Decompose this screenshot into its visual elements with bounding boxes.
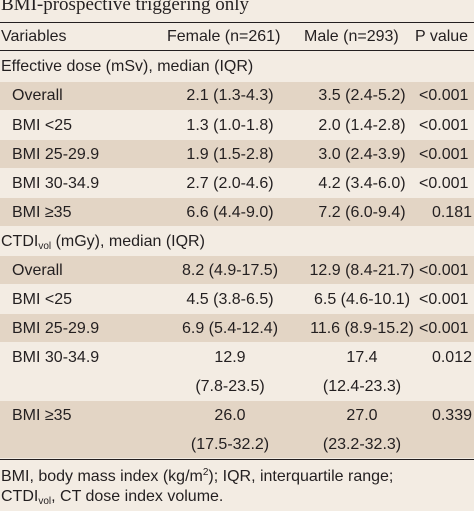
male-value: 27.0 (346, 407, 378, 424)
male-value: 6.5 (4.6-10.1) (313, 291, 411, 308)
header-female: Female (n=261) (167, 28, 281, 45)
footnote-line-2: CTDIvol, CT dose index volume. (1, 488, 224, 507)
female-value: 4.5 (3.8-6.5) (186, 291, 274, 308)
male-value: 4.2 (3.4-6.0) (318, 175, 406, 192)
header-male: Male (n=293) (304, 28, 399, 45)
bottom-rule (0, 459, 474, 460)
male-value: 17.4 (346, 349, 378, 366)
footnote-line-1: BMI, body mass index (kg/m2); IQR, inter… (1, 467, 394, 485)
female-value: 2.1 (1.3-4.3) (186, 87, 274, 104)
female-value: 1.9 (1.5-2.8) (186, 146, 274, 163)
p-value: <0.001 (419, 262, 469, 279)
male-value: 3.0 (2.4-3.9) (318, 146, 406, 163)
header-rule (0, 50, 474, 51)
row-label: BMI 30-34.9 (12, 349, 100, 366)
p-value: <0.001 (419, 87, 469, 104)
male-value: 11.6 (8.9-15.2) (310, 320, 414, 337)
row-label: BMI ≥35 (12, 407, 72, 424)
female-value: 2.7 (2.0-4.6) (186, 175, 274, 192)
female-value: 12.9 (214, 349, 246, 366)
row-band (0, 140, 474, 168)
male-value: 12.9 (8.4-21.7) (309, 262, 415, 279)
row-band (0, 401, 474, 458)
female-value: 26.0 (214, 407, 246, 424)
top-rule (0, 22, 474, 23)
p-value: 0.012 (431, 349, 472, 366)
header-p-value: P value (415, 28, 469, 45)
female-value: 6.6 (4.4-9.0) (186, 204, 274, 221)
p-value: <0.001 (419, 320, 469, 337)
male-value: 7.2 (6.0-9.4) (318, 204, 406, 221)
row-band (0, 198, 474, 226)
row-label: BMI ≥35 (12, 204, 72, 221)
section-title-effective-dose: Effective dose (mSv), median (IQR) (1, 58, 254, 75)
header-variables: Variables (1, 28, 67, 45)
row-label: Overall (12, 87, 63, 104)
row-band (0, 82, 474, 110)
p-value: <0.001 (419, 291, 469, 308)
table-caption: BMI-prospective triggering only (1, 0, 250, 15)
p-value: 0.181 (431, 204, 472, 221)
row-label: BMI 25-29.9 (12, 320, 100, 337)
female-value: 1.3 (1.0-1.8) (186, 117, 274, 134)
female-value-range: (17.5-32.2) (190, 436, 270, 453)
row-band (0, 256, 474, 284)
female-value: 8.2 (4.9-17.5) (181, 262, 279, 279)
row-label: BMI 30-34.9 (12, 175, 100, 192)
p-value: <0.001 (419, 175, 469, 192)
female-value: 6.9 (5.4-12.4) (181, 320, 279, 337)
section-title-ctdi: CTDIvol (mGy), median (IQR) (1, 233, 205, 252)
row-band (0, 314, 474, 342)
row-label: Overall (12, 262, 63, 279)
male-value-range: (12.4-23.3) (322, 378, 402, 395)
p-value: <0.001 (419, 146, 469, 163)
row-label: BMI 25-29.9 (12, 146, 100, 163)
p-value: <0.001 (419, 117, 469, 134)
male-value-range: (23.2-32.3) (322, 436, 402, 453)
male-value: 2.0 (1.4-2.8) (318, 117, 406, 134)
row-label: BMI <25 (12, 117, 73, 134)
p-value: 0.339 (431, 407, 472, 424)
row-label: BMI <25 (12, 291, 73, 308)
female-value-range: (7.8-23.5) (195, 378, 265, 395)
male-value: 3.5 (2.4-5.2) (318, 87, 406, 104)
